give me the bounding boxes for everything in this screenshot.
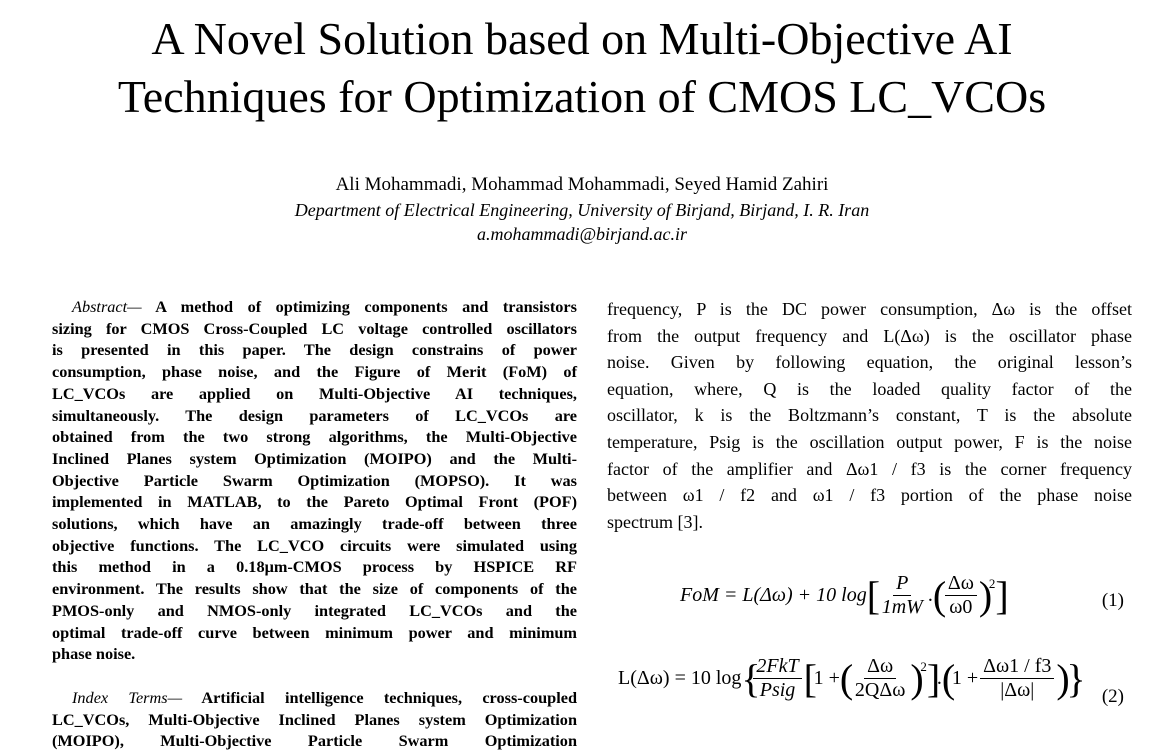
text-line-content: Artificial intelligence techniques, cros… — [201, 687, 577, 707]
text-line: solutions, which have an amazingly trade… — [52, 514, 577, 534]
text-line: (MOIPO), Multi-Objective Particle Swarm … — [52, 731, 577, 751]
text-line: Abstract— A method of optimizing compone… — [52, 296, 577, 318]
bracket: ] — [926, 655, 941, 701]
text-line: LC_VCOs are applied on Multi-Objective A… — [52, 383, 577, 403]
eq1-frac1: P 1mW — [879, 572, 926, 619]
eq1-num1: P — [893, 572, 912, 596]
equation-2-number: (2) — [1101, 686, 1124, 707]
eq2-frac3: Δω1 / f3 |Δω| — [980, 655, 1055, 702]
text-line: from the output frequency and L(Δω) is t… — [607, 325, 1132, 346]
eq1-frac2: Δω ω0 — [944, 572, 977, 619]
affiliation: Department of Electrical Engineering, Un… — [294, 200, 870, 220]
bracket: ) — [910, 655, 924, 701]
eq1-lhs: FoM = L(Δω) + 10 log — [680, 584, 867, 606]
bracket: ) — [978, 572, 993, 618]
authors: Ali Mohammadi, Mohammad Mohammadi, Seyed… — [335, 174, 829, 195]
eq2-num3: Δω1 / f3 — [980, 655, 1055, 679]
eq2-lhs: L(Δω) = 10 log — [618, 667, 742, 689]
eq2-frac1: 2FkT Psig — [753, 655, 802, 702]
bracket: [ — [866, 572, 881, 618]
text-line: noise. Given by following equation, the … — [607, 352, 1132, 373]
eq2-one-b: 1 + — [951, 667, 979, 689]
bracket: { — [741, 655, 761, 701]
text-line: is presented in this paper. The design c… — [52, 340, 577, 360]
text-line: obtained from the two strong algorithms,… — [52, 427, 577, 447]
paper-title: A Novel Solution based on Multi-Objectiv… — [0, 10, 1164, 126]
text-line: Inclined Planes system Optimization (MOI… — [52, 448, 577, 468]
bracket: ] — [995, 572, 1009, 618]
dot: . — [936, 667, 942, 689]
section-label: Index Terms— — [72, 687, 183, 707]
eq1-num2: Δω — [944, 572, 977, 596]
index-terms: Index Terms— Artificial intelligence tec… — [52, 687, 577, 752]
text-line: this method in a 0.18μm-CMOS process by … — [52, 557, 577, 577]
equation-1: FoM = L(Δω) + 10 log [ P 1mW. ( Δω ω0 ) 2 ] — [680, 572, 1009, 619]
eq2-exp: 2 — [920, 659, 927, 674]
eq2-den1: Psig — [759, 679, 796, 701]
text-line: optimal trade-off curve between minimum … — [52, 622, 577, 642]
body-text: frequency, P is the DC power consumption… — [607, 296, 1132, 535]
eq2-num1: 2FkT — [753, 655, 802, 679]
text-line: implemented in MATLAB, to the Pareto Opt… — [52, 492, 577, 512]
text-line: objective functions. The LC_VCO circuits… — [52, 535, 577, 555]
eq1-exp: 2 — [988, 576, 996, 591]
eq2-frac2: Δω 2QΔω — [852, 655, 908, 702]
text-line: temperature, Psig is the oscillation out… — [607, 431, 1132, 452]
abstract: Abstract— A method of optimizing compone… — [52, 296, 577, 665]
eq2-den2: 2QΔω — [854, 679, 906, 701]
text-line: spectrum [3]. — [607, 511, 703, 532]
title-line-1: A Novel Solution based on Multi-Objectiv… — [151, 13, 1013, 64]
text-line: phase noise. — [52, 644, 136, 664]
bracket: [ — [803, 655, 817, 701]
email: a.mohammadi@birjand.ac.ir — [476, 224, 688, 244]
text-line: between ω1 / f2 and ω1 / f3 portion of t… — [607, 485, 1132, 506]
eq1-den1: 1mW — [881, 596, 923, 618]
eq1-den2: ω0 — [949, 596, 973, 618]
text-line: Objective Particle Swarm Optimization (M… — [52, 470, 577, 490]
text-line: consumption, phase noise, and the Figure… — [52, 362, 577, 382]
text-line: environment. The results show that the s… — [52, 579, 577, 599]
text-line: equation, where, Q is the loaded quality… — [607, 378, 1132, 399]
abstract-column: Abstract— A method of optimizing compone… — [52, 296, 577, 752]
title-line-2: Techniques for Optimization of CMOS LC_V… — [117, 71, 1047, 122]
bracket: ) — [1056, 655, 1070, 701]
eq2-num2: Δω — [864, 655, 897, 679]
bracket: ( — [839, 655, 854, 701]
bracket: ( — [941, 655, 956, 701]
equation-1-number: (1) — [1101, 590, 1124, 611]
bracket: ( — [932, 572, 947, 618]
text-line: oscillator, k is the Boltzmann’s constan… — [607, 405, 1132, 426]
text-line: PMOS-only and NMOS-only integrated LC_VC… — [52, 600, 577, 620]
text-line: sizing for CMOS Cross-Coupled LC voltage… — [52, 318, 577, 338]
text-line-content: A method of optimizing components and tr… — [155, 297, 577, 316]
eq2-den3: |Δω| — [1000, 679, 1035, 701]
text-line: simultaneously. The design parameters of… — [52, 405, 577, 425]
text-line: frequency, P is the DC power consumption… — [607, 299, 1132, 319]
text-line: LC_VCOs, Multi-Objective Inclined Planes… — [52, 709, 577, 729]
text-line: factor of the amplifier and Δω1 / f3 is … — [607, 458, 1132, 479]
section-label: Abstract— — [72, 297, 142, 316]
equation-2: L(Δω) = 10 log { 2FkT Psig [1 + ( Δω 2QΔω … — [618, 655, 1086, 702]
bracket: } — [1066, 655, 1086, 701]
spacer — [52, 665, 577, 687]
dot: . — [927, 584, 933, 606]
eq2-one: 1 + — [813, 667, 840, 689]
text-line: Index Terms— Artificial intelligence tec… — [52, 687, 577, 709]
